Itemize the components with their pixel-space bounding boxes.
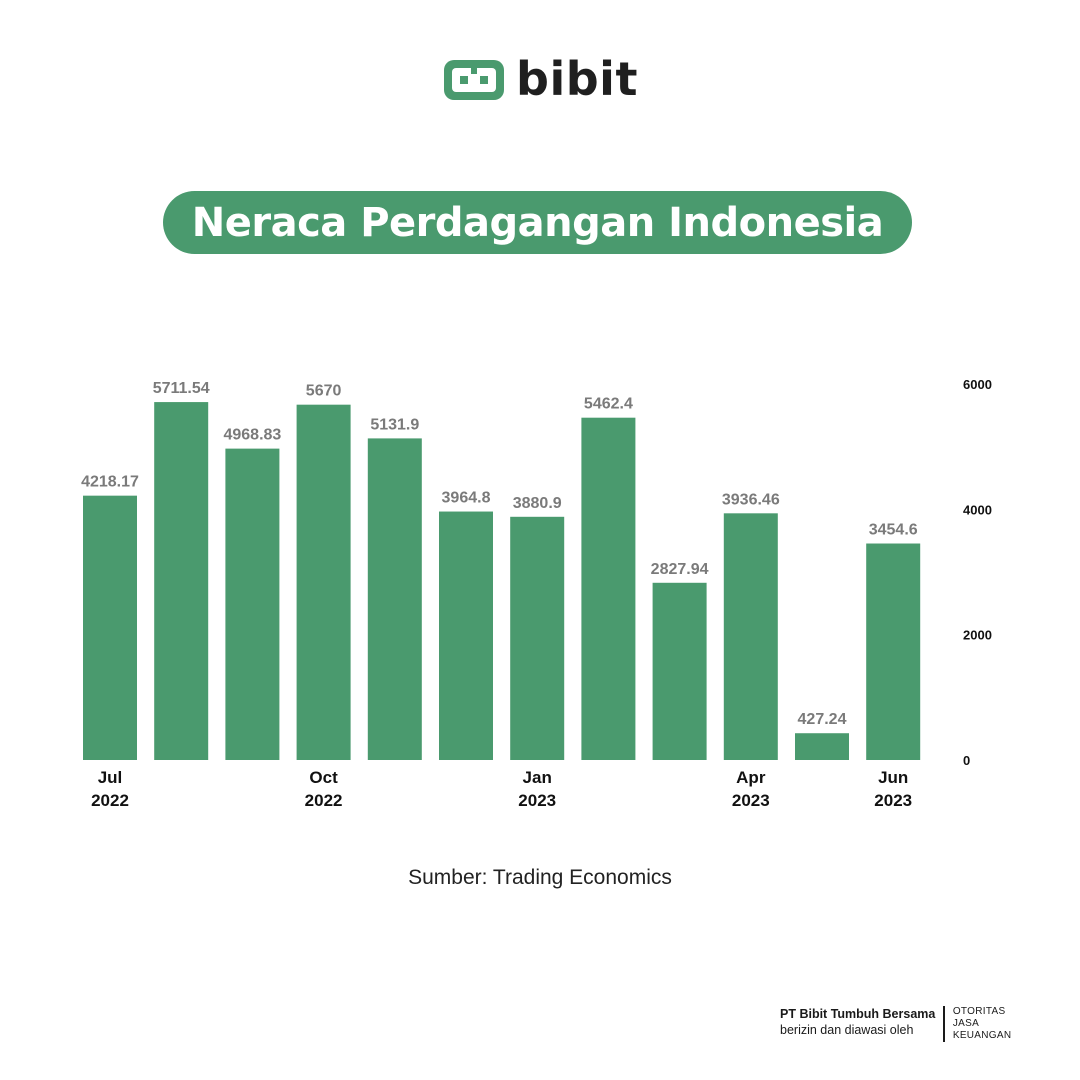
bar-value-label: 3454.6 bbox=[869, 522, 918, 539]
x-tick-label-year: 2023 bbox=[518, 791, 556, 810]
trade-balance-bar-chart: 4218.17 5711.54 4968.83 5670 5131.9 3964.8 388… bbox=[81, 377, 992, 810]
bar bbox=[581, 417, 636, 760]
bar bbox=[795, 733, 849, 760]
footer-disclaimer: PT Bibit Tumbuh Bersama berizin dan diaw… bbox=[780, 1006, 1011, 1042]
brand-logo: bibit bbox=[0, 56, 1080, 102]
footer-company: PT Bibit Tumbuh Bersama bbox=[780, 1007, 936, 1021]
bar bbox=[367, 438, 422, 760]
x-tick-label-year: 2023 bbox=[874, 791, 912, 810]
bar-value-label: 5462.4 bbox=[584, 396, 633, 413]
x-tick-label-month: Apr bbox=[736, 768, 766, 787]
bar-value-label: 4218.17 bbox=[81, 474, 139, 491]
x-tick-label-month: Jul bbox=[98, 768, 123, 787]
brand-name: bibit bbox=[516, 52, 638, 106]
x-tick-label-month: Oct bbox=[309, 768, 338, 787]
x-tick-label-year: 2022 bbox=[91, 791, 129, 810]
bar-value-label: 427.24 bbox=[798, 711, 847, 728]
bar-value-label: 5670 bbox=[306, 383, 342, 400]
bar-value-label: 5711.54 bbox=[153, 380, 210, 397]
ojk-line: OTORITAS bbox=[952, 1006, 1006, 1017]
bar-value-label: 3880.9 bbox=[513, 495, 562, 512]
x-tick-label-month: Jan bbox=[523, 768, 552, 787]
bar bbox=[652, 582, 707, 760]
bar bbox=[225, 448, 280, 760]
y-tick-label: 6000 bbox=[963, 377, 992, 392]
x-tick-label-month: Jun bbox=[878, 768, 908, 787]
ojk-line: JASA bbox=[952, 1018, 980, 1029]
y-tick-label: 0 bbox=[963, 753, 970, 768]
bar-value-label: 2827.94 bbox=[651, 561, 709, 578]
bar bbox=[866, 543, 921, 760]
bar bbox=[83, 495, 137, 760]
y-tick-label: 2000 bbox=[963, 628, 992, 643]
footer-divider bbox=[943, 1006, 945, 1042]
bar bbox=[296, 404, 351, 760]
chart-title: Neraca Perdagangan Indonesia bbox=[191, 199, 884, 246]
bar bbox=[510, 516, 565, 760]
x-tick-label-year: 2022 bbox=[305, 791, 343, 810]
x-tick-label-year: 2023 bbox=[732, 791, 770, 810]
footer-company-block: PT Bibit Tumbuh Bersama berizin dan diaw… bbox=[780, 1006, 935, 1042]
bibit-logo-icon bbox=[444, 60, 505, 100]
bar-value-label: 4968.83 bbox=[223, 427, 281, 444]
bar-value-label: 5131.9 bbox=[370, 416, 419, 433]
y-tick-label: 4000 bbox=[963, 502, 992, 517]
bar bbox=[439, 511, 493, 760]
title-banner: Neraca Perdagangan Indonesia bbox=[163, 191, 912, 254]
footer-regulated: berizin dan diawasi oleh bbox=[780, 1023, 914, 1037]
bar bbox=[154, 402, 209, 760]
bar bbox=[723, 513, 778, 760]
bar-value-label: 3936.46 bbox=[722, 491, 780, 508]
ojk-line: KEUANGAN bbox=[952, 1030, 1012, 1041]
ojk-logo-text: OTORITAS JASA KEUANGAN bbox=[953, 1006, 1012, 1042]
source-note: Sumber: Trading Economics bbox=[408, 866, 672, 889]
bar-value-label: 3964.8 bbox=[442, 490, 491, 507]
